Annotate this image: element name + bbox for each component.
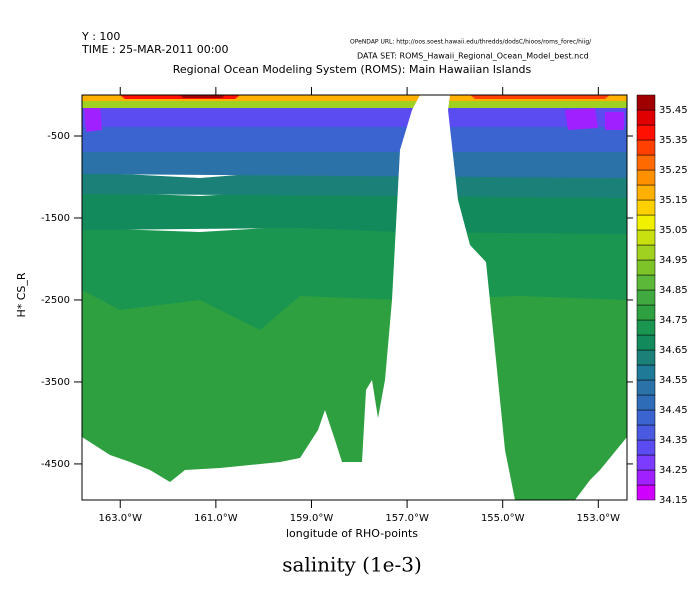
header-line: TIME : 25-MAR-2011 00:00 <box>81 43 228 56</box>
y-tick-label: -500 <box>47 131 70 142</box>
colorbar-swatch <box>636 379 656 396</box>
colorbar-swatch <box>636 229 656 246</box>
colorbar-tick-label: 35.15 <box>659 195 688 206</box>
contour-band <box>565 108 598 130</box>
contour-band <box>82 125 627 152</box>
y-tick-label: -1500 <box>41 213 70 224</box>
plot-frame <box>81 94 628 501</box>
header-line: Y : 100 <box>81 30 120 43</box>
x-tick-label: 161.0°W <box>194 513 238 524</box>
colorbar-tick-label: 35.35 <box>659 135 688 146</box>
colorbar-swatch <box>636 334 656 351</box>
seafloor-mask <box>82 95 627 500</box>
dataset: DATA SET: ROMS_Hawaii_Regional_Ocean_Mod… <box>357 52 589 61</box>
colorbar-swatch <box>636 199 656 216</box>
colorbar-swatch <box>636 349 656 366</box>
colorbar-label: salinity (1e-3) <box>282 553 422 577</box>
colorbar-swatch <box>636 484 656 501</box>
colorbar-tick-label: 35.45 <box>659 105 688 116</box>
colorbar-tick-label: 34.65 <box>659 345 688 356</box>
colorbar-swatch <box>636 319 656 336</box>
colorbar-swatch <box>636 124 656 141</box>
colorbar-swatch <box>636 109 656 126</box>
contour-band <box>180 95 225 98</box>
colorbar-tick-label: 34.15 <box>659 495 688 506</box>
colorbar-swatch <box>636 409 656 426</box>
colorbar-swatch <box>636 154 656 171</box>
colorbar-swatch <box>636 259 656 276</box>
contour-band <box>82 190 627 234</box>
colorbar-tick-label: 34.25 <box>659 465 688 476</box>
x-tick-label: 153.0°W <box>577 513 621 524</box>
colorbar-tick-label: 34.75 <box>659 315 688 326</box>
colorbar-tick-label: 34.95 <box>659 255 688 266</box>
colorbar-swatch <box>636 394 656 411</box>
x-axis-label: longitude of RHO-points <box>286 527 418 540</box>
colorbar-tick-label: 34.35 <box>659 435 688 446</box>
x-tick-label: 157.0°W <box>385 513 429 524</box>
contour-band <box>84 104 102 132</box>
x-tick-label: 159.0°W <box>290 513 334 524</box>
colorbar-tick-label: 35.05 <box>659 225 688 236</box>
colorbar-tick-label: 35.25 <box>659 165 688 176</box>
y-axis-label: H* CS_R <box>15 272 28 317</box>
colorbar-swatch <box>636 364 656 381</box>
colorbar-swatch <box>636 454 656 471</box>
colorbar-swatch <box>636 304 656 321</box>
y-tick-label: -4500 <box>41 459 70 470</box>
colorbar-swatch <box>636 184 656 201</box>
colorbar-swatch <box>636 274 656 291</box>
colorbar-tick-label: 34.45 <box>659 405 688 416</box>
contour-band <box>82 150 627 178</box>
y-tick-label: -3500 <box>41 377 70 388</box>
contour-band <box>470 95 610 99</box>
colorbar-swatch <box>636 244 656 261</box>
contour-band <box>605 112 624 130</box>
x-tick-label: 163.0°W <box>98 513 142 524</box>
plot-area <box>82 95 627 500</box>
colorbar-swatch <box>636 214 656 231</box>
colorbar-swatch <box>636 439 656 456</box>
chart-title: Regional Ocean Modeling System (ROMS): M… <box>173 63 532 76</box>
colorbar-swatch <box>636 289 656 306</box>
colorbar-swatch <box>636 424 656 441</box>
colorbar-tick-label: 34.55 <box>659 375 688 386</box>
contour-band <box>82 106 627 127</box>
contour-band <box>82 226 627 330</box>
source-url: OPeNDAP URL: http://oos.soest.hawaii.edu… <box>350 39 592 46</box>
colorbar-swatch <box>636 94 656 111</box>
y-tick-label: -2500 <box>41 295 70 306</box>
colorbar-tick-label: 34.85 <box>659 285 688 296</box>
colorbar-swatch <box>636 169 656 186</box>
colorbar-swatch <box>636 469 656 486</box>
x-tick-label: 155.0°W <box>481 513 525 524</box>
colorbar-swatch <box>636 139 656 156</box>
